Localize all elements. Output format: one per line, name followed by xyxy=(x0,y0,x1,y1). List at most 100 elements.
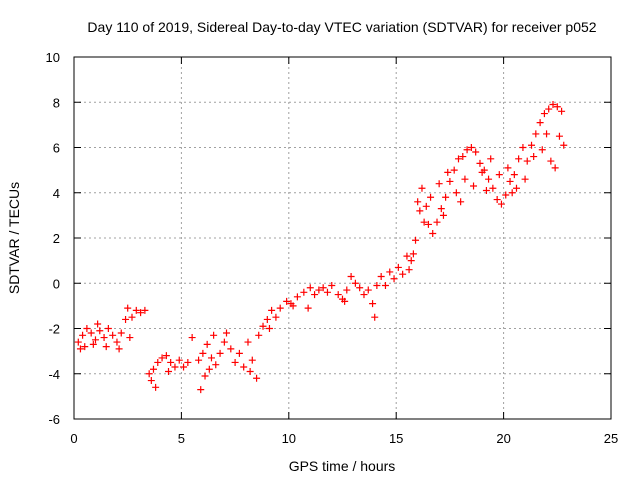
data-point xyxy=(128,313,136,321)
x-tick-label: 20 xyxy=(496,431,510,446)
data-point xyxy=(203,340,211,348)
data-point xyxy=(373,282,381,290)
data-point xyxy=(429,229,437,237)
data-point xyxy=(472,148,480,156)
data-point xyxy=(323,288,331,296)
data-point xyxy=(523,157,531,165)
data-point xyxy=(184,358,192,366)
data-point xyxy=(549,101,557,109)
data-point xyxy=(521,175,529,183)
data-point xyxy=(117,329,125,337)
data-point xyxy=(94,320,102,328)
data-point xyxy=(205,365,213,373)
data-point xyxy=(223,329,231,337)
data-point xyxy=(497,200,505,208)
data-point xyxy=(235,349,243,357)
data-point xyxy=(424,220,432,228)
data-point xyxy=(512,184,520,192)
data-point xyxy=(91,336,99,344)
data-point xyxy=(109,331,117,339)
x-tick-label: 15 xyxy=(389,431,403,446)
data-point xyxy=(343,286,351,294)
data-point xyxy=(433,218,441,226)
data-point xyxy=(304,304,312,312)
data-point xyxy=(394,263,402,271)
data-point xyxy=(528,141,536,149)
data-point xyxy=(506,177,514,185)
data-point xyxy=(175,356,183,364)
chart-title: Day 110 of 2019, Sidereal Day-to-day VTE… xyxy=(87,19,596,35)
data-point xyxy=(149,365,157,373)
data-point xyxy=(381,282,389,290)
data-point xyxy=(227,345,235,353)
data-point xyxy=(253,374,261,382)
data-point xyxy=(197,386,205,394)
data-point xyxy=(551,164,559,172)
data-point xyxy=(371,313,379,321)
data-point xyxy=(489,184,497,192)
data-point xyxy=(364,286,372,294)
data-point xyxy=(231,358,239,366)
data-point xyxy=(442,193,450,201)
data-point xyxy=(201,372,209,380)
data-point xyxy=(427,193,435,201)
data-point xyxy=(459,153,467,161)
data-point xyxy=(558,107,566,115)
x-tick-label: 5 xyxy=(178,431,185,446)
data-point xyxy=(265,325,273,332)
data-point xyxy=(210,331,218,339)
y-tick-label: -6 xyxy=(48,412,60,427)
data-point xyxy=(248,356,256,364)
data-point xyxy=(519,144,527,151)
data-point xyxy=(439,211,447,219)
data-point xyxy=(414,198,422,206)
x-tick-label: 25 xyxy=(604,431,618,446)
data-point xyxy=(207,354,215,362)
data-point xyxy=(334,291,342,299)
data-point xyxy=(315,286,323,294)
data-point xyxy=(476,159,484,167)
data-point xyxy=(485,175,493,183)
data-point xyxy=(102,343,110,351)
data-point xyxy=(420,218,428,226)
data-point xyxy=(306,284,314,292)
data-point xyxy=(188,334,196,342)
data-point xyxy=(154,358,162,366)
data-point xyxy=(319,284,327,292)
data-point xyxy=(360,291,368,299)
data-point xyxy=(162,352,170,360)
data-point xyxy=(422,202,430,210)
y-tick-label: 10 xyxy=(46,50,60,65)
data-point xyxy=(467,144,475,151)
data-point xyxy=(83,325,91,332)
data-point xyxy=(444,168,452,176)
data-point xyxy=(470,182,478,190)
data-point xyxy=(545,105,553,113)
data-point xyxy=(220,338,228,346)
data-point xyxy=(74,338,82,346)
data-point xyxy=(212,361,220,369)
data-point xyxy=(87,329,95,337)
data-point xyxy=(351,279,359,287)
data-point xyxy=(268,306,276,314)
data-point xyxy=(244,338,252,346)
data-point xyxy=(255,331,263,339)
data-point xyxy=(390,275,398,283)
data-point xyxy=(328,282,336,290)
data-point xyxy=(216,349,224,357)
data-point xyxy=(560,141,568,149)
data-point xyxy=(259,322,267,330)
data-point xyxy=(553,103,561,111)
data-point xyxy=(416,207,424,215)
data-point xyxy=(89,340,97,348)
y-tick-label: 0 xyxy=(53,276,60,291)
data-point xyxy=(493,196,501,204)
data-point xyxy=(463,146,471,154)
data-point xyxy=(104,325,112,332)
data-point xyxy=(435,180,443,188)
data-point xyxy=(96,327,104,335)
data-point xyxy=(152,383,160,391)
data-point xyxy=(540,110,548,118)
data-point xyxy=(167,358,175,366)
